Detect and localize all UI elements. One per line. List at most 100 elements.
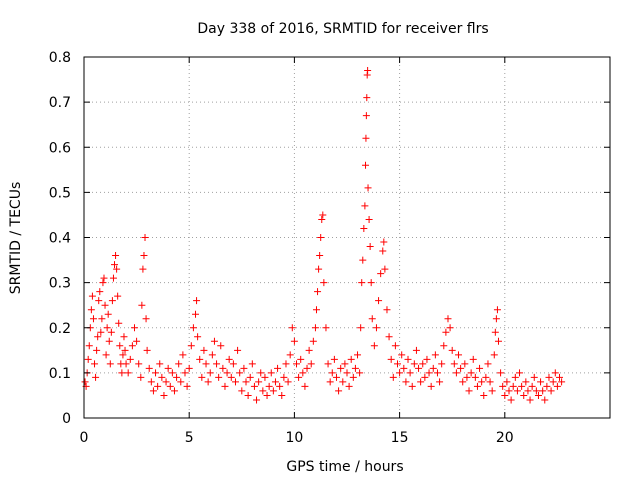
data-point (227, 373, 235, 381)
data-point (229, 360, 237, 368)
data-point (221, 382, 229, 390)
data-point (406, 369, 414, 377)
data-point (297, 355, 305, 363)
y-tick-label: 0 (62, 411, 71, 427)
data-point (87, 306, 95, 314)
data-point (431, 351, 439, 359)
data-point (450, 360, 458, 368)
data-point (404, 355, 412, 363)
data-point (85, 342, 93, 350)
data-point (238, 387, 246, 395)
data-point (93, 346, 101, 354)
data-point (408, 382, 416, 390)
data-point (97, 328, 105, 336)
data-point (465, 387, 473, 395)
data-point (539, 387, 547, 395)
data-point (81, 378, 89, 386)
data-point (219, 364, 227, 372)
data-point (532, 387, 540, 395)
data-point (100, 274, 108, 282)
data-point (316, 252, 324, 260)
data-point (359, 256, 367, 264)
data-point (114, 292, 122, 300)
data-point (356, 369, 364, 377)
y-tick-label: 0.6 (49, 140, 71, 156)
data-point (530, 373, 538, 381)
data-point (162, 378, 170, 386)
data-point (497, 369, 505, 377)
data-point (200, 346, 208, 354)
data-point (357, 324, 365, 332)
data-point (299, 369, 307, 377)
data-point (385, 333, 393, 341)
data-point (364, 184, 372, 192)
data-point (274, 364, 282, 372)
data-point (149, 387, 157, 395)
data-point (488, 387, 496, 395)
data-point (490, 351, 498, 359)
data-point (345, 382, 353, 390)
data-point (415, 364, 423, 372)
data-point (528, 382, 536, 390)
data-point (108, 297, 116, 305)
data-point (257, 369, 265, 377)
data-point (549, 378, 557, 386)
data-point (518, 382, 526, 390)
data-point (368, 315, 376, 323)
data-point (284, 378, 292, 386)
data-point (217, 342, 225, 350)
data-point (280, 373, 288, 381)
data-point (463, 373, 471, 381)
data-point (261, 373, 269, 381)
data-point (362, 134, 370, 142)
data-point (173, 373, 181, 381)
data-point (389, 373, 397, 381)
data-point (360, 224, 368, 232)
data-point (96, 288, 104, 296)
data-point (311, 324, 319, 332)
data-point (179, 351, 187, 359)
data-point (177, 378, 185, 386)
data-point (442, 328, 450, 336)
data-point (335, 387, 343, 395)
data-point (547, 387, 555, 395)
data-point (436, 378, 444, 386)
data-point (364, 67, 372, 75)
data-point (104, 310, 112, 318)
data-point (509, 382, 517, 390)
data-point (349, 373, 357, 381)
data-point (133, 337, 141, 345)
data-point (141, 234, 149, 241)
data-point (317, 234, 325, 241)
data-point (315, 265, 323, 273)
data-point (154, 382, 162, 390)
data-point (160, 391, 168, 399)
data-point (471, 373, 479, 381)
data-point (170, 387, 178, 395)
data-point (520, 391, 528, 399)
data-point (421, 373, 429, 381)
data-point (429, 364, 437, 372)
data-point (354, 351, 362, 359)
data-point (433, 369, 441, 377)
data-point (116, 342, 124, 350)
data-point (265, 382, 273, 390)
data-point (398, 351, 406, 359)
data-point (461, 360, 469, 368)
y-tick-label: 0.3 (49, 276, 71, 292)
data-point (513, 387, 521, 395)
chart-title: Day 338 of 2016, SRMTID for receiver flr… (197, 21, 488, 37)
data-point (484, 360, 492, 368)
data-point (507, 396, 515, 404)
data-point (271, 378, 279, 386)
data-point (440, 342, 448, 350)
data-point (196, 355, 204, 363)
x-tick-label: 5 (185, 430, 194, 446)
data-point (328, 369, 336, 377)
data-point (244, 391, 252, 399)
data-point (124, 369, 132, 377)
data-point (537, 378, 545, 386)
data-point (427, 382, 435, 390)
